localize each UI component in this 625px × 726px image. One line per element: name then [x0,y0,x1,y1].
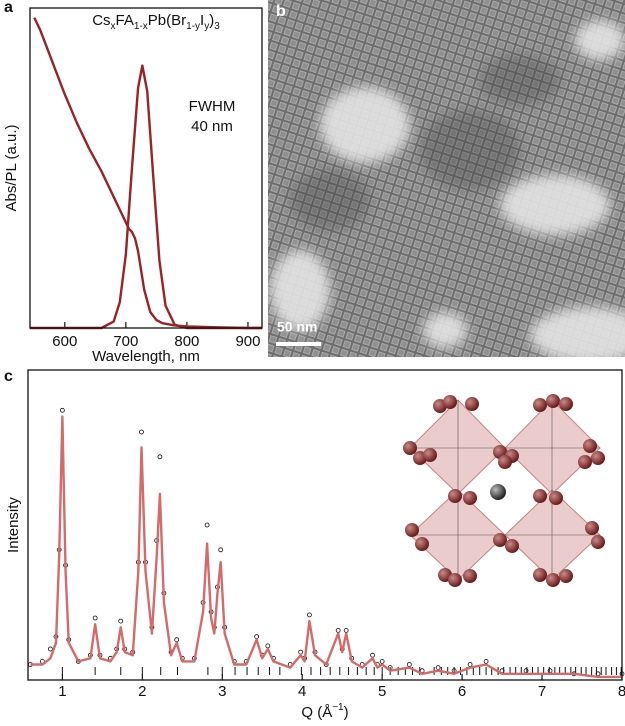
data-point [335,628,341,633]
data-point [343,628,349,633]
data-line [30,64,262,330]
data-point [254,634,260,639]
x-tick-label: 800 [174,333,199,350]
data-point [218,547,224,553]
formula-part: 3 [214,21,220,32]
data-line [30,415,622,679]
data-point [467,662,473,667]
formula-part: Pb(Br [148,12,186,29]
data-point [157,454,163,460]
formula-part: 1-y [186,21,200,32]
x-tick-label: 2 [138,683,146,700]
annotation: 40 nm [191,118,233,135]
data-point [118,618,124,624]
x-axis-label-part: −1 [332,702,344,713]
data-point [59,407,65,413]
formula-part: Cs [92,12,110,29]
tem-image [268,0,625,357]
plot-frame [29,7,263,329]
plot-frame [27,369,623,681]
x-tick-label: 3 [218,683,226,700]
data-point [47,646,53,652]
scale-bar-label: 50 nm [277,319,317,335]
x-axis-label-part: Q (Å [301,704,332,721]
data-point [92,615,98,621]
x-tick-label: 600 [52,333,77,350]
formula-part: FA [116,12,134,29]
formula-part: y [204,21,209,32]
annotation: FWHM [189,98,236,115]
x-tick-label: 8 [618,683,625,700]
data-point [174,637,180,643]
x-axis-label-part: ) [344,704,349,721]
x-tick-label: 900 [235,333,260,350]
x-tick-label: 7 [538,683,546,700]
formula-part: 1-x [134,21,148,32]
data-point [523,668,529,674]
data-point [204,522,210,528]
data-point [483,659,489,664]
data-point [406,662,412,667]
data-point [379,659,385,664]
data-point [265,643,271,649]
formula-part: I [200,12,204,29]
y-axis-label: Intensity [5,497,22,553]
x-axis-label: Wavelength, nm [92,348,200,365]
formula-part: ) [209,12,214,29]
data-point [307,612,312,618]
x-tick-label: 5 [378,683,386,700]
crystal-structure-inset [403,394,605,587]
panel-label: a [4,0,13,16]
x-tick-label: 6 [458,683,466,700]
panel-label: c [4,368,13,385]
panel-label: b [276,3,286,20]
x-tick-label: 1 [58,683,66,700]
data-point [139,429,144,435]
formula: CsxFA1-xPb(Br1-yIy)3 [92,12,220,32]
x-tick-label: 4 [298,683,306,700]
data-point [547,668,553,674]
y-axis-label: Abs/PL (a.u.) [3,125,20,212]
data-point [370,652,375,658]
x-axis-label: Q (Å−1) [301,702,348,721]
data-line [33,17,262,330]
data-point [435,665,441,670]
x-tick-label: 700 [113,333,138,350]
data-point [298,649,304,655]
formula-part: x [111,21,116,32]
